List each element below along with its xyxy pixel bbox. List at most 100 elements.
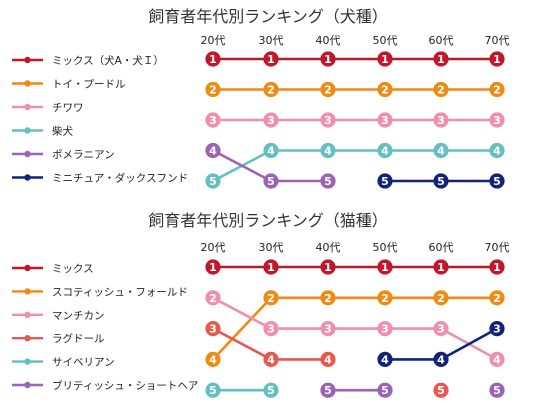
legend-item: トイ・プードル	[12, 79, 126, 91]
data-label: 3	[437, 323, 445, 336]
data-point	[433, 142, 449, 159]
data-point	[433, 81, 449, 98]
data-point	[433, 290, 449, 306]
data-label: 3	[381, 114, 389, 127]
data-point	[377, 51, 393, 67]
legend-marker	[24, 381, 31, 389]
data-label: 1	[381, 261, 389, 274]
data-point	[489, 173, 505, 189]
data-label: 2	[324, 292, 332, 305]
data-label: 5	[493, 384, 501, 397]
x-tick-label: 50代	[373, 241, 398, 254]
data-label: 4	[209, 145, 217, 158]
legend-label: マンチカン	[52, 310, 105, 322]
data-label: 5	[267, 384, 275, 397]
data-point	[320, 51, 336, 67]
x-tick-label: 20代	[201, 34, 226, 47]
data-label: 5	[209, 175, 217, 188]
data-point	[205, 259, 221, 275]
legend-marker	[24, 127, 31, 134]
chart-title: 飼育者年代別ランキング（犬種）	[148, 7, 388, 26]
data-point	[377, 142, 393, 159]
legend-item: ラグドール	[12, 332, 105, 345]
chart-panel-1: 飼育者年代別ランキング（犬種） 20代 30代 40代 50代 60代 70代 1 1 1 1 1 1 ミ…	[12, 7, 510, 189]
data-label: 4	[267, 145, 275, 158]
data-point	[263, 51, 279, 67]
legend-label: ポメラニアン	[52, 149, 115, 161]
data-label: 5	[381, 384, 389, 397]
data-point	[489, 351, 505, 367]
legend-marker	[24, 174, 31, 181]
data-point	[205, 81, 221, 98]
data-point	[377, 382, 393, 398]
series-segment	[211, 149, 273, 183]
data-label: 1	[324, 53, 332, 66]
legend-label: 柴犬	[52, 125, 73, 138]
data-label: 2	[437, 292, 445, 305]
legend-label: ミックス（犬A・犬Ｉ）	[52, 54, 164, 67]
data-label: 4	[381, 353, 389, 366]
legend-label: チワワ	[52, 102, 84, 114]
data-point	[489, 81, 505, 98]
data-point	[320, 351, 336, 367]
data-label: 4	[493, 353, 501, 366]
data-point	[263, 290, 279, 306]
legend-item: ポメラニアン	[12, 149, 115, 161]
data-point	[263, 259, 279, 275]
data-point	[489, 321, 505, 337]
data-label: 1	[267, 53, 275, 66]
data-point	[433, 51, 449, 67]
data-point	[489, 112, 505, 128]
legend-marker	[24, 288, 31, 295]
series-segment	[439, 327, 499, 361]
legend-item: チワワ	[12, 102, 84, 114]
data-label: 1	[493, 261, 501, 274]
legend-item: サイベリアン	[12, 357, 115, 369]
x-tick-label: 60代	[429, 241, 454, 254]
chart-panel-2: 飼育者年代別ランキング（猫種） 20代 30代 40代 50代 60代 70代 1 1 1 1 1 1 ミ…	[12, 211, 510, 404]
data-point	[320, 81, 336, 98]
data-label: 5	[267, 175, 275, 188]
data-label: 4	[437, 145, 445, 158]
legend-item: スコティッシュ・フォールド	[12, 286, 188, 298]
data-point	[377, 112, 393, 128]
legend-item: ミックス	[12, 263, 94, 275]
legend-marker	[24, 56, 31, 64]
data-point	[489, 259, 505, 275]
data-label: 5	[437, 175, 445, 188]
data-point	[263, 112, 279, 128]
x-tick-label: 40代	[316, 34, 341, 47]
data-label: 3	[493, 114, 501, 127]
data-point	[205, 351, 221, 367]
series-4: 5 4 4 4 4 4	[205, 142, 505, 189]
series-1: 1 1 1 1 1 1	[205, 51, 505, 67]
data-label: 2	[267, 84, 275, 97]
data-label: 3	[324, 114, 332, 127]
legend-marker	[24, 80, 31, 87]
data-point	[489, 51, 505, 67]
legend-item: 柴犬	[12, 125, 73, 138]
series-segment	[211, 327, 273, 361]
legend-item: ブリティッシュ・ショートヘア	[12, 379, 198, 392]
data-label: 2	[324, 84, 332, 97]
data-label: 3	[267, 323, 275, 336]
legend-marker	[24, 358, 31, 365]
data-point	[320, 112, 336, 128]
x-tick-label: 40代	[316, 241, 341, 254]
data-point	[489, 382, 505, 398]
data-label: 5	[437, 384, 445, 397]
x-tick-label: 30代	[259, 241, 284, 254]
x-tick-label: 60代	[429, 34, 454, 47]
series-segment	[211, 296, 273, 361]
data-point	[433, 259, 449, 275]
data-label: 2	[437, 84, 445, 97]
data-point	[433, 382, 449, 398]
legend-marker	[24, 150, 31, 158]
data-label: 3	[267, 114, 275, 127]
series-3: 2 3 3 3 3 4	[205, 290, 505, 367]
data-label: 3	[324, 323, 332, 336]
data-point	[263, 81, 279, 98]
data-label: 2	[493, 292, 501, 305]
